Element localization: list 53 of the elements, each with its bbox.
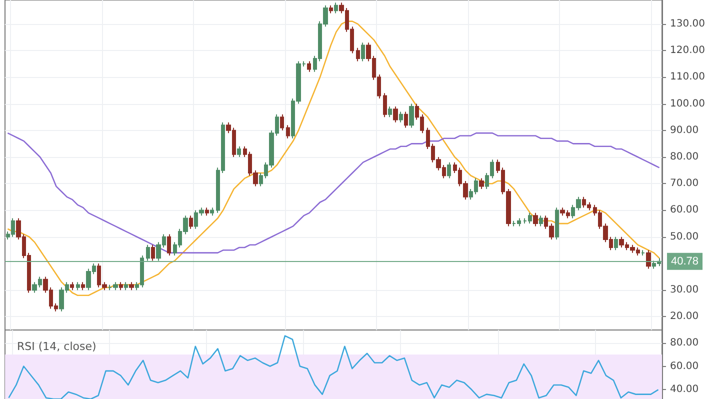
y-tick-label: 60.00: [670, 204, 699, 216]
line-series: [8, 335, 659, 399]
candlestick: [479, 178, 484, 190]
y-tick-label: 80.00: [670, 337, 699, 348]
y-tick-label: 40.00: [670, 384, 699, 396]
candlestick: [383, 92, 387, 118]
candlestick: [539, 215, 543, 227]
candlestick: [307, 60, 311, 72]
y-tick-label: 80.00: [670, 152, 699, 163]
y-tick-label: 90.00: [670, 124, 699, 136]
candlestick: [76, 282, 80, 291]
y-tick-label: 20.00: [670, 311, 699, 322]
candlestick: [447, 162, 451, 179]
candlestick: [399, 111, 403, 123]
candlestick: [280, 114, 284, 131]
line-series: [7, 20, 660, 296]
ref-line-label: 40.78: [671, 255, 699, 268]
candlestick: [533, 212, 538, 227]
y-tick-label: 30.00: [670, 284, 699, 296]
candlestick: [70, 282, 74, 291]
candlestick: [393, 106, 398, 123]
candlestick: [129, 282, 134, 291]
y-tick-label: 50.00: [670, 231, 699, 242]
candlestick: [119, 282, 123, 291]
candlestick: [81, 282, 85, 291]
candlestick: [614, 236, 618, 251]
candlestick: [189, 215, 193, 230]
candlestick: [237, 146, 241, 158]
candlestick: [404, 111, 408, 128]
y-tick-label: 120.00: [670, 45, 705, 56]
candlestick: [151, 244, 155, 262]
candlestick: [286, 124, 290, 139]
candlestick: [167, 234, 171, 256]
y-tick-label: 60.00: [670, 360, 699, 372]
candlestick: [356, 47, 360, 62]
text: RSI (14, close): [17, 340, 96, 353]
candlestick: [329, 4, 333, 14]
candlestick: [409, 103, 414, 128]
y-tick-label: 70.00: [670, 178, 699, 190]
candlestick: [124, 282, 128, 291]
line-series: [7, 132, 660, 254]
y-tick-label: 110.00: [670, 72, 705, 83]
candlestick: [555, 207, 559, 240]
y-tick-label: 100.00: [670, 98, 705, 110]
candlestick: [210, 207, 214, 216]
y-tick-label: 130.00: [670, 18, 705, 30]
candlestick: [646, 250, 651, 270]
candlestick: [388, 106, 392, 118]
candlestick: [361, 42, 365, 62]
candlestick: [641, 250, 645, 256]
candlestick: [146, 244, 150, 262]
candlestick: [205, 207, 209, 216]
candlestick: [334, 2, 338, 14]
